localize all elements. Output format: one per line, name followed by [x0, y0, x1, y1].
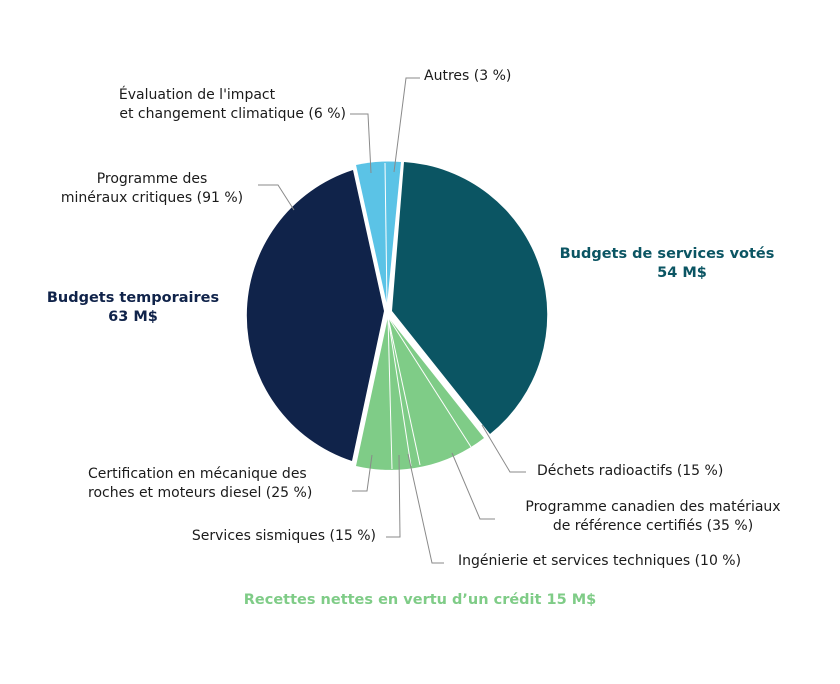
- leader-lines: [258, 77, 526, 564]
- materials-line2: de référence certifiés (35 %): [552, 518, 754, 534]
- label-voted-budgets: Budgets de services votés 54 M$: [556, 245, 778, 283]
- label-seismic: Services sismiques (15 %): [191, 528, 376, 544]
- certification-line2: roches et moteurs diesel (25 %): [88, 485, 313, 501]
- minerals-line2: minéraux critiques (91 %): [60, 190, 244, 206]
- evaluation-line2: et changement climatique (6 %): [119, 106, 346, 122]
- label-net-revenue: Recettes nettes en vertu d’un crédit 15 …: [230, 591, 610, 610]
- voted-amount: 54 M$: [657, 265, 707, 281]
- label-autres: Autres (3 %): [424, 68, 512, 84]
- label-critical-minerals: Programme des minéraux critiques (91 %): [48, 170, 256, 208]
- label-certification: Certification en mécanique des roches et…: [88, 465, 312, 503]
- materials-line1: Programme canadien des matériaux: [525, 499, 781, 515]
- slice-net-revenue: [356, 317, 484, 470]
- label-evaluation: Évaluation de l'impact et changement cli…: [76, 86, 346, 124]
- evaluation-line1: Évaluation de l'impact: [118, 87, 276, 103]
- label-temporary-budgets: Budgets temporaires 63 M$: [38, 289, 228, 327]
- revenue-dividers: [387, 316, 472, 470]
- minerals-line1: Programme des: [96, 171, 208, 187]
- slice-voted-budgets: [392, 162, 548, 434]
- slice-evaluation-autres: [356, 161, 401, 305]
- certification-line1: Certification en mécanique des: [88, 466, 307, 482]
- revenue-title: Recettes nettes en vertu d’un crédit 15 …: [243, 592, 597, 608]
- voted-title: Budgets de services votés: [559, 246, 775, 262]
- label-radioactive-waste: Déchets radioactifs (15 %): [537, 463, 724, 479]
- temp-amount: 63 M$: [108, 309, 158, 325]
- label-reference-materials: Programme canadien des matériaux de réfé…: [500, 498, 806, 536]
- label-engineering: Ingénierie et services techniques (10 %): [458, 553, 742, 569]
- slice-critical-minerals: [246, 170, 384, 461]
- temp-title: Budgets temporaires: [46, 290, 220, 306]
